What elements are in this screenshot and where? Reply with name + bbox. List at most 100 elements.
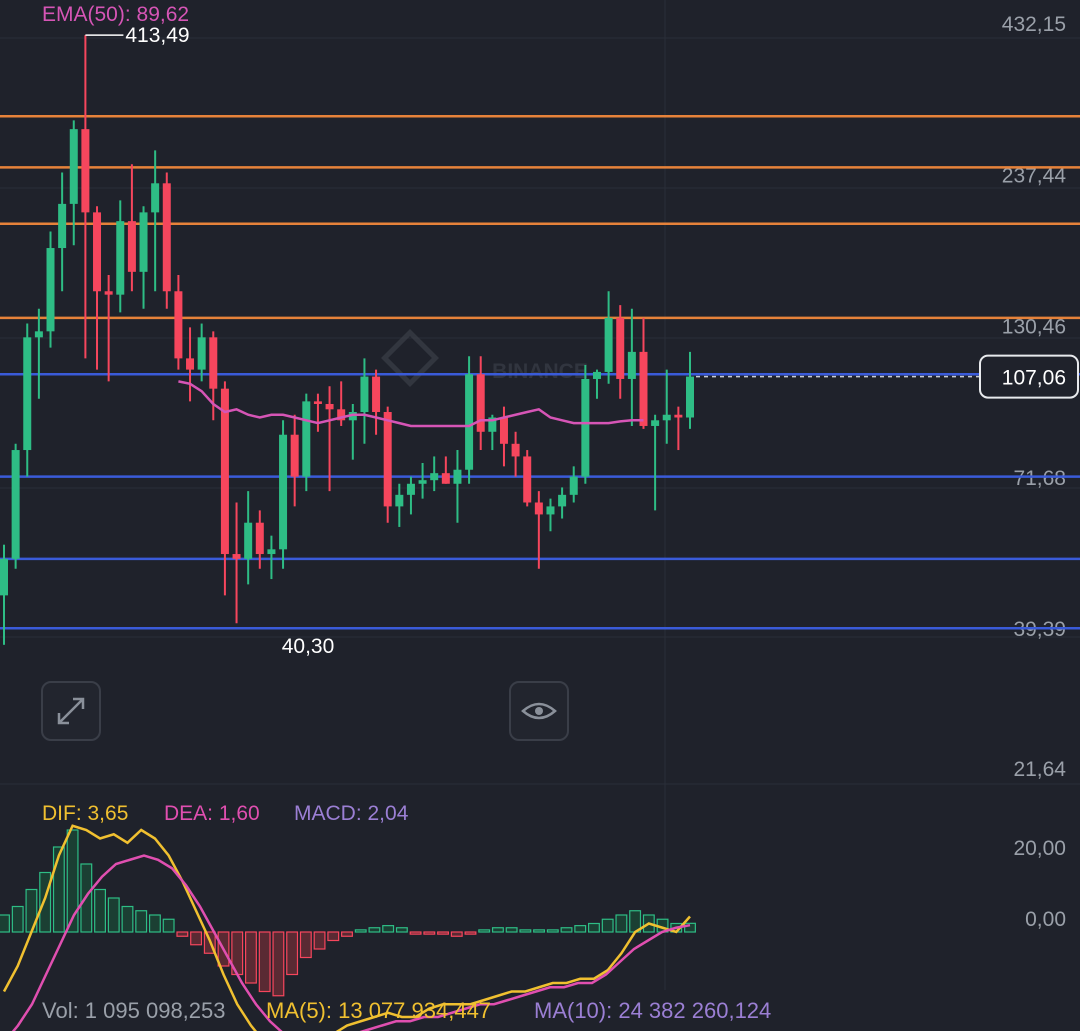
candle-body (174, 291, 183, 359)
macd-histogram-bar (684, 922, 696, 933)
macd-histogram-bar (533, 929, 546, 933)
macd-histogram-bar (519, 929, 532, 933)
candle-body (116, 221, 125, 295)
macd-histogram-bar (491, 927, 504, 933)
fullscreen-button[interactable] (41, 681, 101, 741)
candle-body (476, 374, 485, 432)
binance-watermark: BINANCE (492, 360, 588, 383)
candle-body (337, 409, 346, 421)
candle-body (546, 506, 555, 515)
candle-body (662, 414, 671, 421)
dif-line (2, 824, 691, 1031)
macd-axis-label: 20,00 (1013, 837, 1066, 860)
macd-histogram-bar (354, 929, 367, 933)
ma5-label: MA(5): 13 077 934,447 (266, 998, 492, 1023)
macd-histogram-bar (66, 829, 79, 933)
candle-body (488, 417, 497, 432)
candle-body (313, 401, 322, 404)
candle-body (255, 522, 264, 555)
candle-body (686, 376, 694, 418)
candle-body (290, 434, 299, 477)
candle-body (651, 420, 660, 426)
volume-label: Vol: 1 095 098,253 (42, 998, 226, 1023)
dif-label: DIF: 3,65 (42, 802, 128, 825)
macd-histogram-bar (107, 897, 120, 933)
candle-body (186, 358, 195, 370)
macd-histogram-bar (546, 929, 559, 933)
ema-line (178, 380, 644, 428)
macd-histogram-bar (245, 931, 257, 984)
candle-body (302, 401, 311, 477)
price-axis-label: 71,68 (1013, 467, 1066, 490)
candle-body (197, 337, 206, 370)
macd-label: MACD: 2,04 (294, 802, 409, 825)
macd-histogram-bar (560, 927, 573, 933)
candle-body (34, 331, 43, 338)
candle-body (139, 212, 148, 272)
candle-body (453, 469, 462, 484)
macd-histogram-bar (190, 931, 203, 946)
macd-histogram-bar (11, 905, 24, 933)
ema-indicator-label: EMA(50): 89,62 (42, 3, 189, 26)
candle-body (209, 337, 218, 389)
visibility-button[interactable] (509, 681, 569, 741)
macd-axis-label: 0,00 (1025, 908, 1066, 931)
candle-body (592, 371, 601, 379)
macd-histogram-bar (409, 931, 422, 935)
macd-histogram-bar (162, 918, 175, 933)
macd-histogram-bar (327, 931, 340, 942)
candle-body (418, 480, 427, 484)
macd-histogram-bar (258, 931, 271, 993)
candle-body (581, 378, 590, 477)
macd-histogram-bar (176, 931, 189, 937)
candle-body (348, 412, 357, 421)
candle-body (616, 317, 625, 379)
macd-histogram-bar (121, 905, 134, 933)
dea-label: DEA: 1,60 (164, 802, 260, 825)
candle-body (69, 129, 78, 204)
expand-icon (57, 697, 85, 725)
dea-line (11, 854, 691, 1031)
macd-histogram-bar (478, 929, 491, 933)
candle-body (499, 417, 508, 444)
candle-body (627, 351, 636, 379)
candle-body (127, 221, 136, 272)
candle-body (46, 248, 55, 332)
candle-body (93, 212, 102, 292)
macd-histogram-bar (505, 927, 518, 933)
candle-body (162, 183, 171, 292)
candle-body (569, 476, 578, 495)
candle-body (639, 351, 648, 426)
candle-body (220, 388, 229, 555)
macd-histogram-bar (587, 922, 600, 933)
current-price-label: 107,06 (1002, 367, 1066, 390)
macd-histogram-bar (574, 925, 587, 933)
candle-body (244, 522, 253, 559)
candle-body (534, 502, 543, 515)
current-price-box (979, 354, 1079, 399)
macd-histogram-bar (341, 931, 353, 937)
macd-histogram-bar (368, 927, 381, 933)
candle-body (279, 434, 288, 550)
candle-body (360, 376, 369, 413)
candle-body (383, 412, 392, 507)
macd-histogram-bar (0, 914, 10, 933)
macd-histogram-bar (286, 931, 299, 976)
candle-body (267, 549, 276, 555)
candle-body (465, 374, 474, 470)
macd-histogram-bar (437, 931, 449, 935)
candle-body (0, 558, 8, 596)
candle-body (232, 554, 241, 559)
candle-body (511, 443, 520, 457)
candle-body (81, 129, 90, 213)
macd-histogram-bar (313, 931, 326, 950)
eye-icon (521, 702, 557, 720)
macd-histogram-bar (395, 927, 408, 933)
macd-histogram-bar (94, 888, 107, 933)
macd-histogram-bar (601, 918, 614, 933)
macd-histogram-bar (52, 846, 65, 933)
candle-body (325, 403, 334, 410)
macd-histogram-bar (148, 914, 161, 933)
